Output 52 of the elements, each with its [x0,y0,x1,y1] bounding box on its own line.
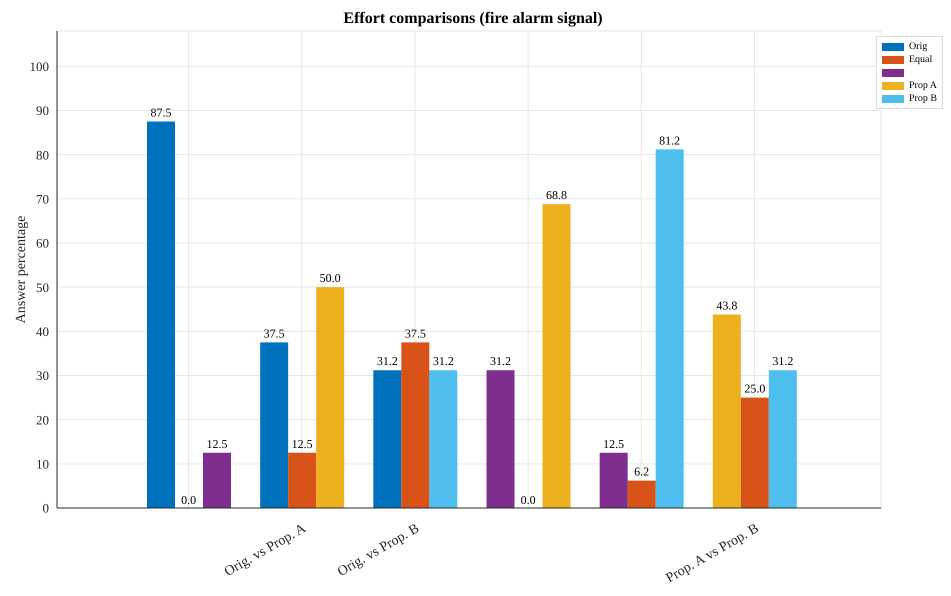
data-label: 50.0 [320,271,341,286]
y-tick-label: 30 [36,368,49,384]
x-tick-label: Orig. vs Prop. A [222,520,310,580]
bar [288,452,316,508]
legend-label: Orig [908,41,928,52]
bar [373,370,402,508]
data-label: 12.5 [292,436,313,451]
data-label: 37.5 [264,326,285,340]
bar [740,398,769,508]
y-tick-label: 100 [30,58,49,74]
data-label: 25.0 [744,382,766,396]
y-axis-title: Answer percentage [14,216,29,324]
legend-label: Prop A [908,80,937,91]
y-tick-label: 10 [36,456,49,472]
data-label: 31.2 [772,354,794,368]
bar [401,342,430,508]
bar [768,370,797,508]
data-label: 12.5 [206,436,228,451]
data-label: 0.0 [181,493,196,507]
data-label: 6.2 [634,464,650,479]
data-label: 0.0 [520,493,536,507]
legend-label: Prop B [908,93,937,104]
bar [486,370,514,508]
y-tick-label: 0 [42,500,49,516]
y-tick-label: 20 [36,412,49,428]
data-label: 37.5 [404,326,426,340]
bar [600,452,628,508]
legend-label: Equal [908,54,932,65]
data-label: 31.2 [376,354,398,368]
y-tick-label: 80 [36,147,49,162]
bar [260,342,288,508]
bar [147,122,175,508]
y-tick-label: 90 [36,103,49,118]
data-label: 87.5 [150,106,172,120]
x-tick-label: Prop. A vs Prop. B [664,521,762,586]
data-label: 43.8 [716,298,738,313]
x-tick-label: Orig. vs Prop. B [335,521,422,580]
data-label: 68.8 [546,188,567,202]
bar [542,204,570,508]
data-label: 12.5 [603,436,624,451]
data-label: 31.2 [432,354,454,368]
chart-title: Effort comparisons (fire alarm signal) [342,10,604,28]
y-tick-label: 50 [36,280,49,295]
data-label: 81.2 [659,133,680,148]
bar [628,480,656,508]
y-tick-label: 70 [36,191,49,206]
y-tick-label: 40 [36,324,49,339]
y-tick-label: 60 [36,236,49,251]
bar [429,370,458,508]
bar [656,149,684,508]
data-label: 31.2 [490,354,511,368]
bar [316,287,344,508]
